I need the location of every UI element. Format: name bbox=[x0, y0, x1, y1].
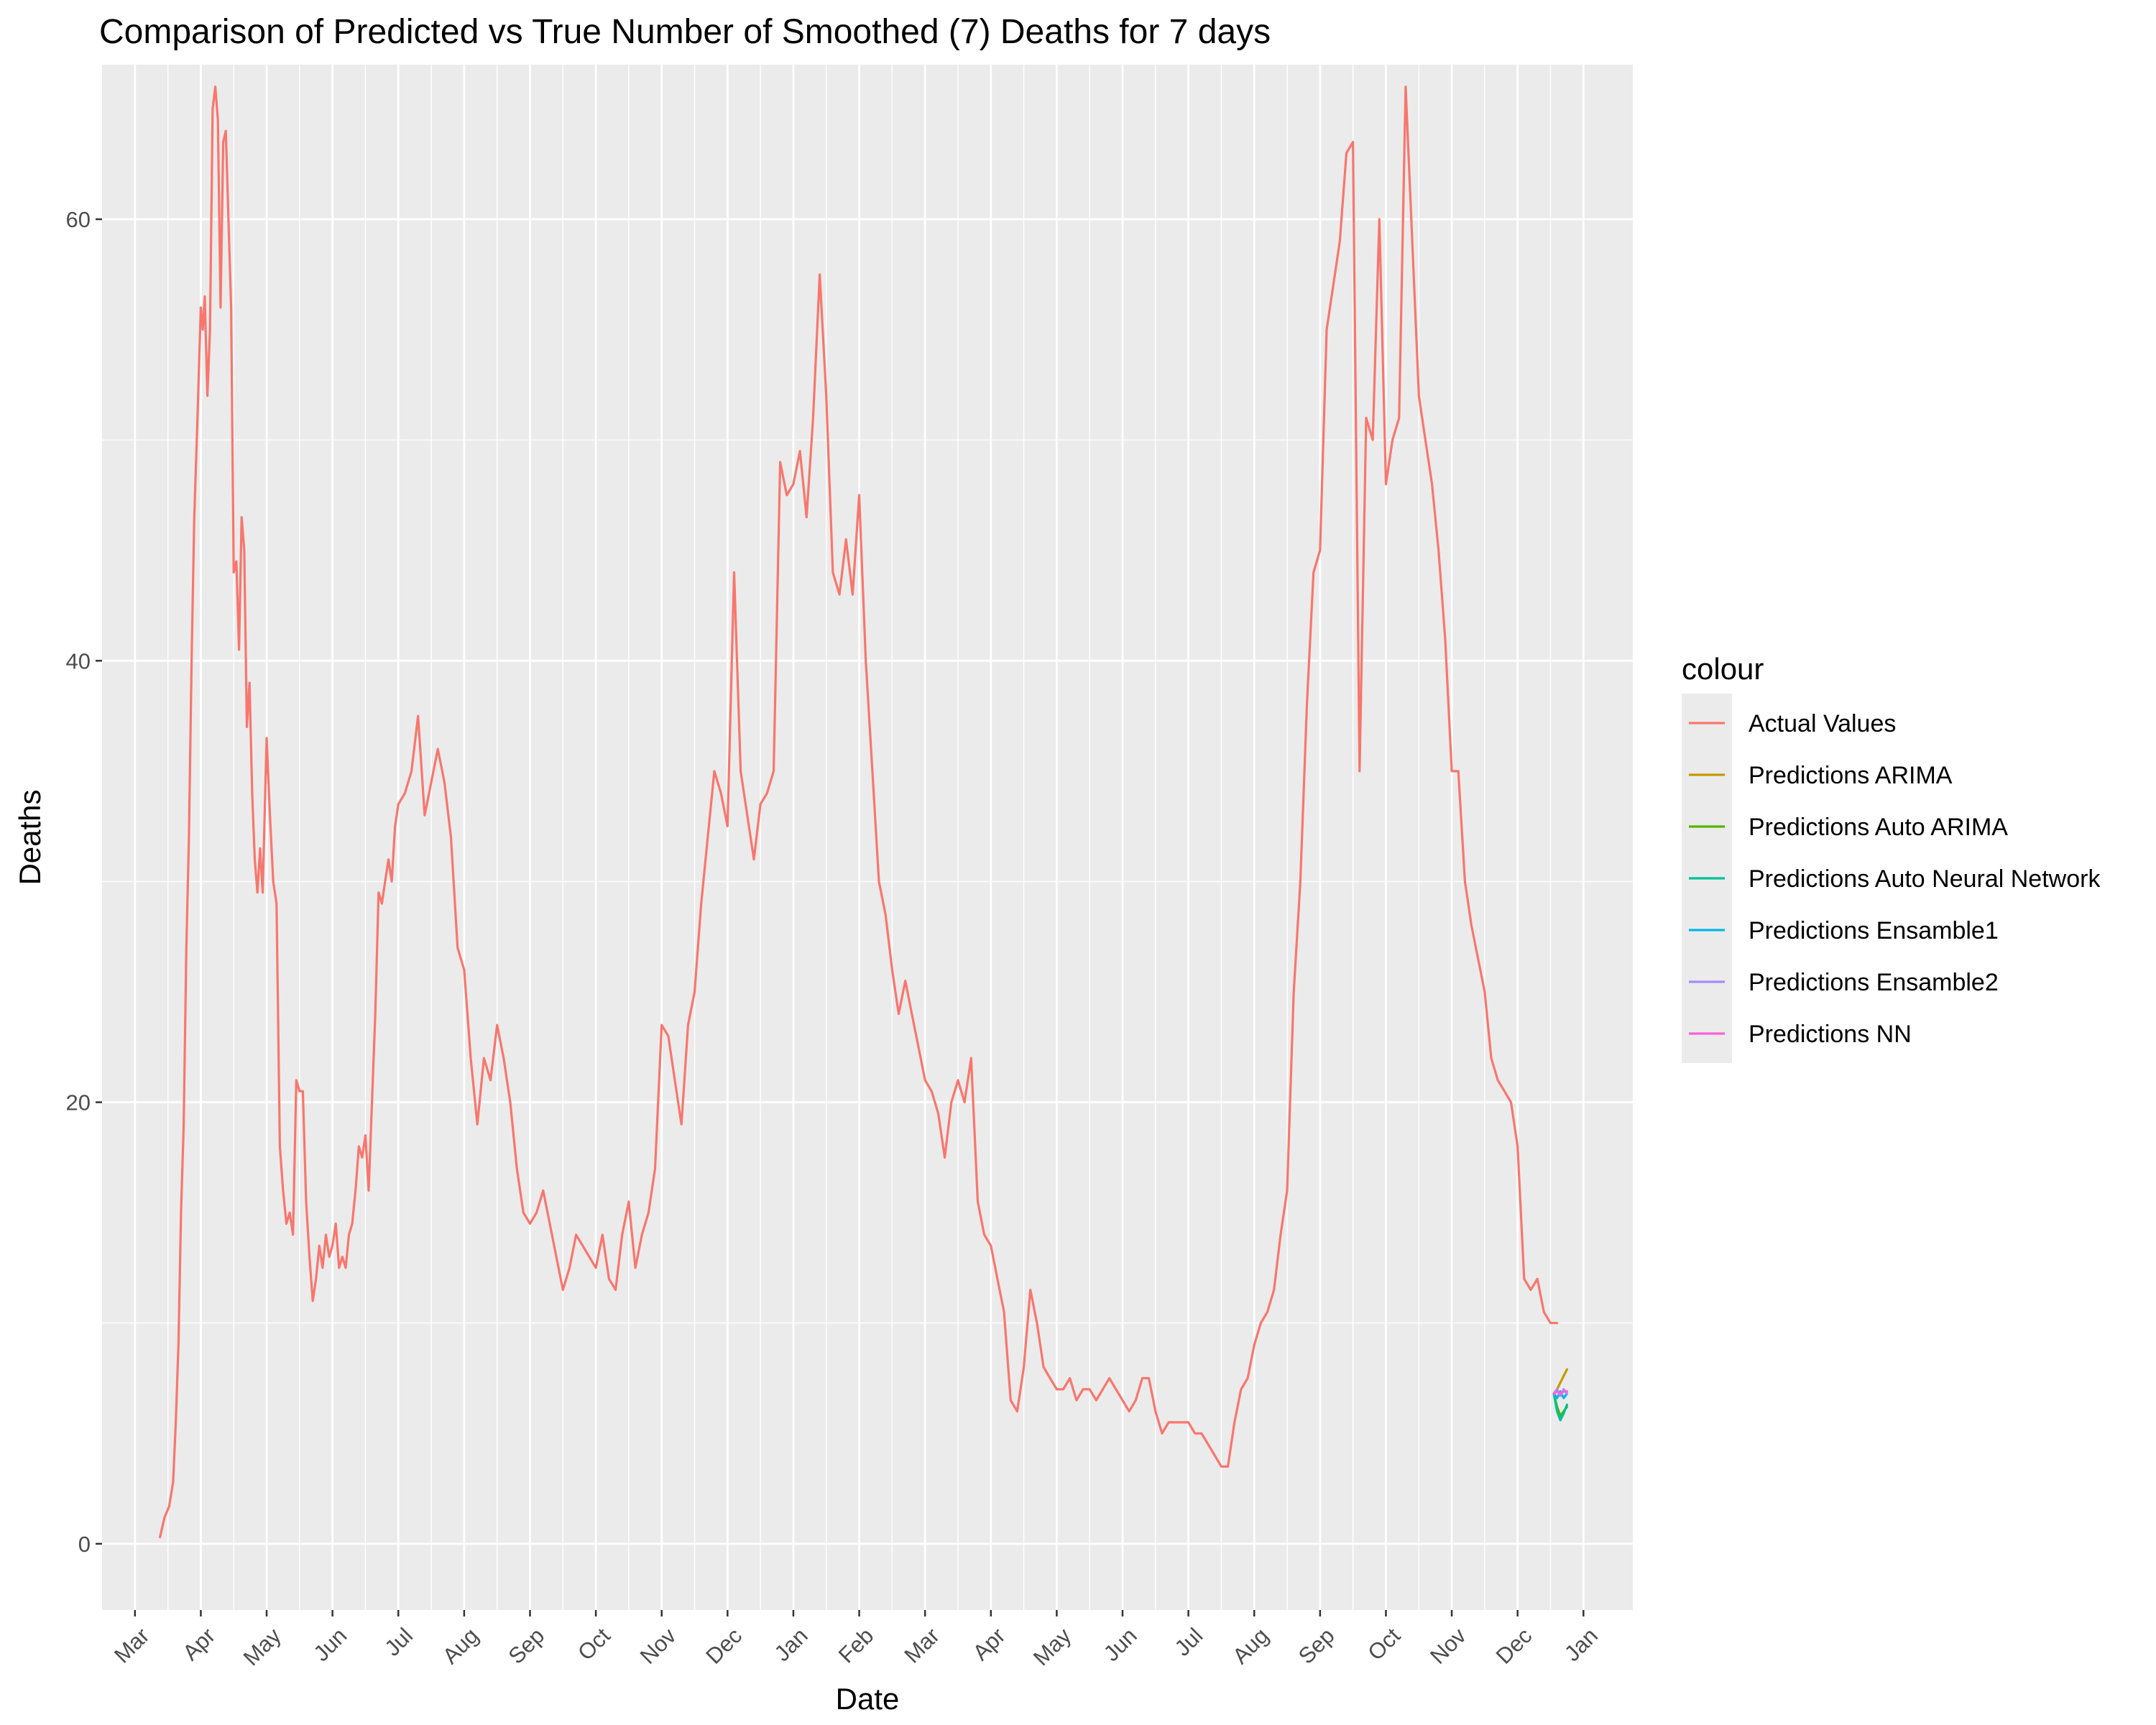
series-line-predictions-auto-neural-network bbox=[1552, 1392, 1568, 1422]
x-tick-label: Sep bbox=[504, 1623, 550, 1669]
x-tick-label: Sep bbox=[1294, 1623, 1340, 1669]
chart-title: Comparison of Predicted vs True Number o… bbox=[99, 13, 1271, 51]
x-tick-label: Mar bbox=[899, 1623, 944, 1668]
y-tick-label: 40 bbox=[66, 648, 91, 673]
series-line-predictions-nn bbox=[1552, 1390, 1568, 1395]
legend-label: Predictions Ensamble1 bbox=[1749, 917, 1999, 944]
x-tick-label: Jul bbox=[379, 1623, 418, 1661]
minor-gridlines bbox=[102, 65, 1633, 1610]
legend-label: Predictions Auto ARIMA bbox=[1749, 814, 2008, 841]
x-tick-label: Jun bbox=[1099, 1623, 1142, 1666]
legend-item: Predictions Ensamble1 bbox=[1689, 917, 1999, 944]
legend-item: Predictions ARIMA bbox=[1689, 762, 1953, 789]
series-line-predictions-ensamble1 bbox=[1552, 1390, 1568, 1399]
series-layer bbox=[159, 86, 1568, 1539]
x-tick-label: Nov bbox=[635, 1623, 681, 1669]
x-tick-label: Oct bbox=[573, 1623, 615, 1665]
legend-item: Predictions NN bbox=[1689, 1021, 1912, 1048]
series-line-actual-values bbox=[159, 86, 1559, 1539]
x-tick-label: Jul bbox=[1170, 1623, 1208, 1661]
plot-background bbox=[102, 65, 1633, 1610]
x-tick-label: Apr bbox=[178, 1623, 220, 1665]
x-tick-label: Aug bbox=[438, 1623, 484, 1669]
y-tick-label: 20 bbox=[66, 1090, 91, 1116]
legend-item: Predictions Auto Neural Network bbox=[1689, 865, 2101, 893]
x-tick-label: May bbox=[239, 1623, 287, 1671]
x-axis: Mar Apr May Jun Jul Aug Sep Oct Nov Dec Jan Feb Mar A… bbox=[109, 1610, 1603, 1670]
x-tick-label: Jun bbox=[308, 1623, 351, 1666]
x-tick-label: Oct bbox=[1363, 1623, 1405, 1665]
x-tick-label: Feb bbox=[834, 1623, 879, 1668]
x-tick-label: Dec bbox=[1491, 1623, 1537, 1669]
x-tick-label: May bbox=[1028, 1623, 1077, 1671]
legend-item: Predictions Auto ARIMA bbox=[1689, 814, 2008, 841]
x-tick-label: Nov bbox=[1425, 1623, 1471, 1669]
legend-item: Predictions Ensamble2 bbox=[1689, 969, 1999, 996]
legend-label: Predictions Ensamble2 bbox=[1749, 969, 1999, 996]
legend-label: Predictions Auto Neural Network bbox=[1749, 865, 2101, 893]
x-tick-label: Dec bbox=[701, 1623, 747, 1669]
legend-items: Actual Values Predictions ARIMA Prediction… bbox=[1689, 710, 2101, 1048]
legend-label: Predictions ARIMA bbox=[1749, 762, 1953, 789]
legend: colour Actual Values Predictions ARIMA Pre… bbox=[1682, 652, 2101, 1063]
x-tick-label: Aug bbox=[1227, 1623, 1273, 1669]
legend-item: Actual Values bbox=[1689, 710, 1896, 737]
legend-title: colour bbox=[1682, 652, 1764, 686]
x-tick-label: Apr bbox=[968, 1623, 1010, 1665]
major-gridlines bbox=[102, 65, 1633, 1610]
legend-label: Actual Values bbox=[1749, 710, 1896, 737]
x-tick-label: Mar bbox=[109, 1623, 155, 1668]
legend-label: Predictions NN bbox=[1749, 1021, 1912, 1048]
y-tick-label: 60 bbox=[66, 207, 91, 232]
x-tick-label: Jan bbox=[770, 1623, 813, 1666]
x-axis-title: Date bbox=[836, 1682, 900, 1716]
y-axis-title: Deaths bbox=[13, 789, 47, 885]
y-axis: 0 20 40 60 bbox=[66, 207, 102, 1557]
x-tick-label: Jan bbox=[1560, 1623, 1603, 1666]
y-tick-label: 0 bbox=[78, 1532, 91, 1557]
